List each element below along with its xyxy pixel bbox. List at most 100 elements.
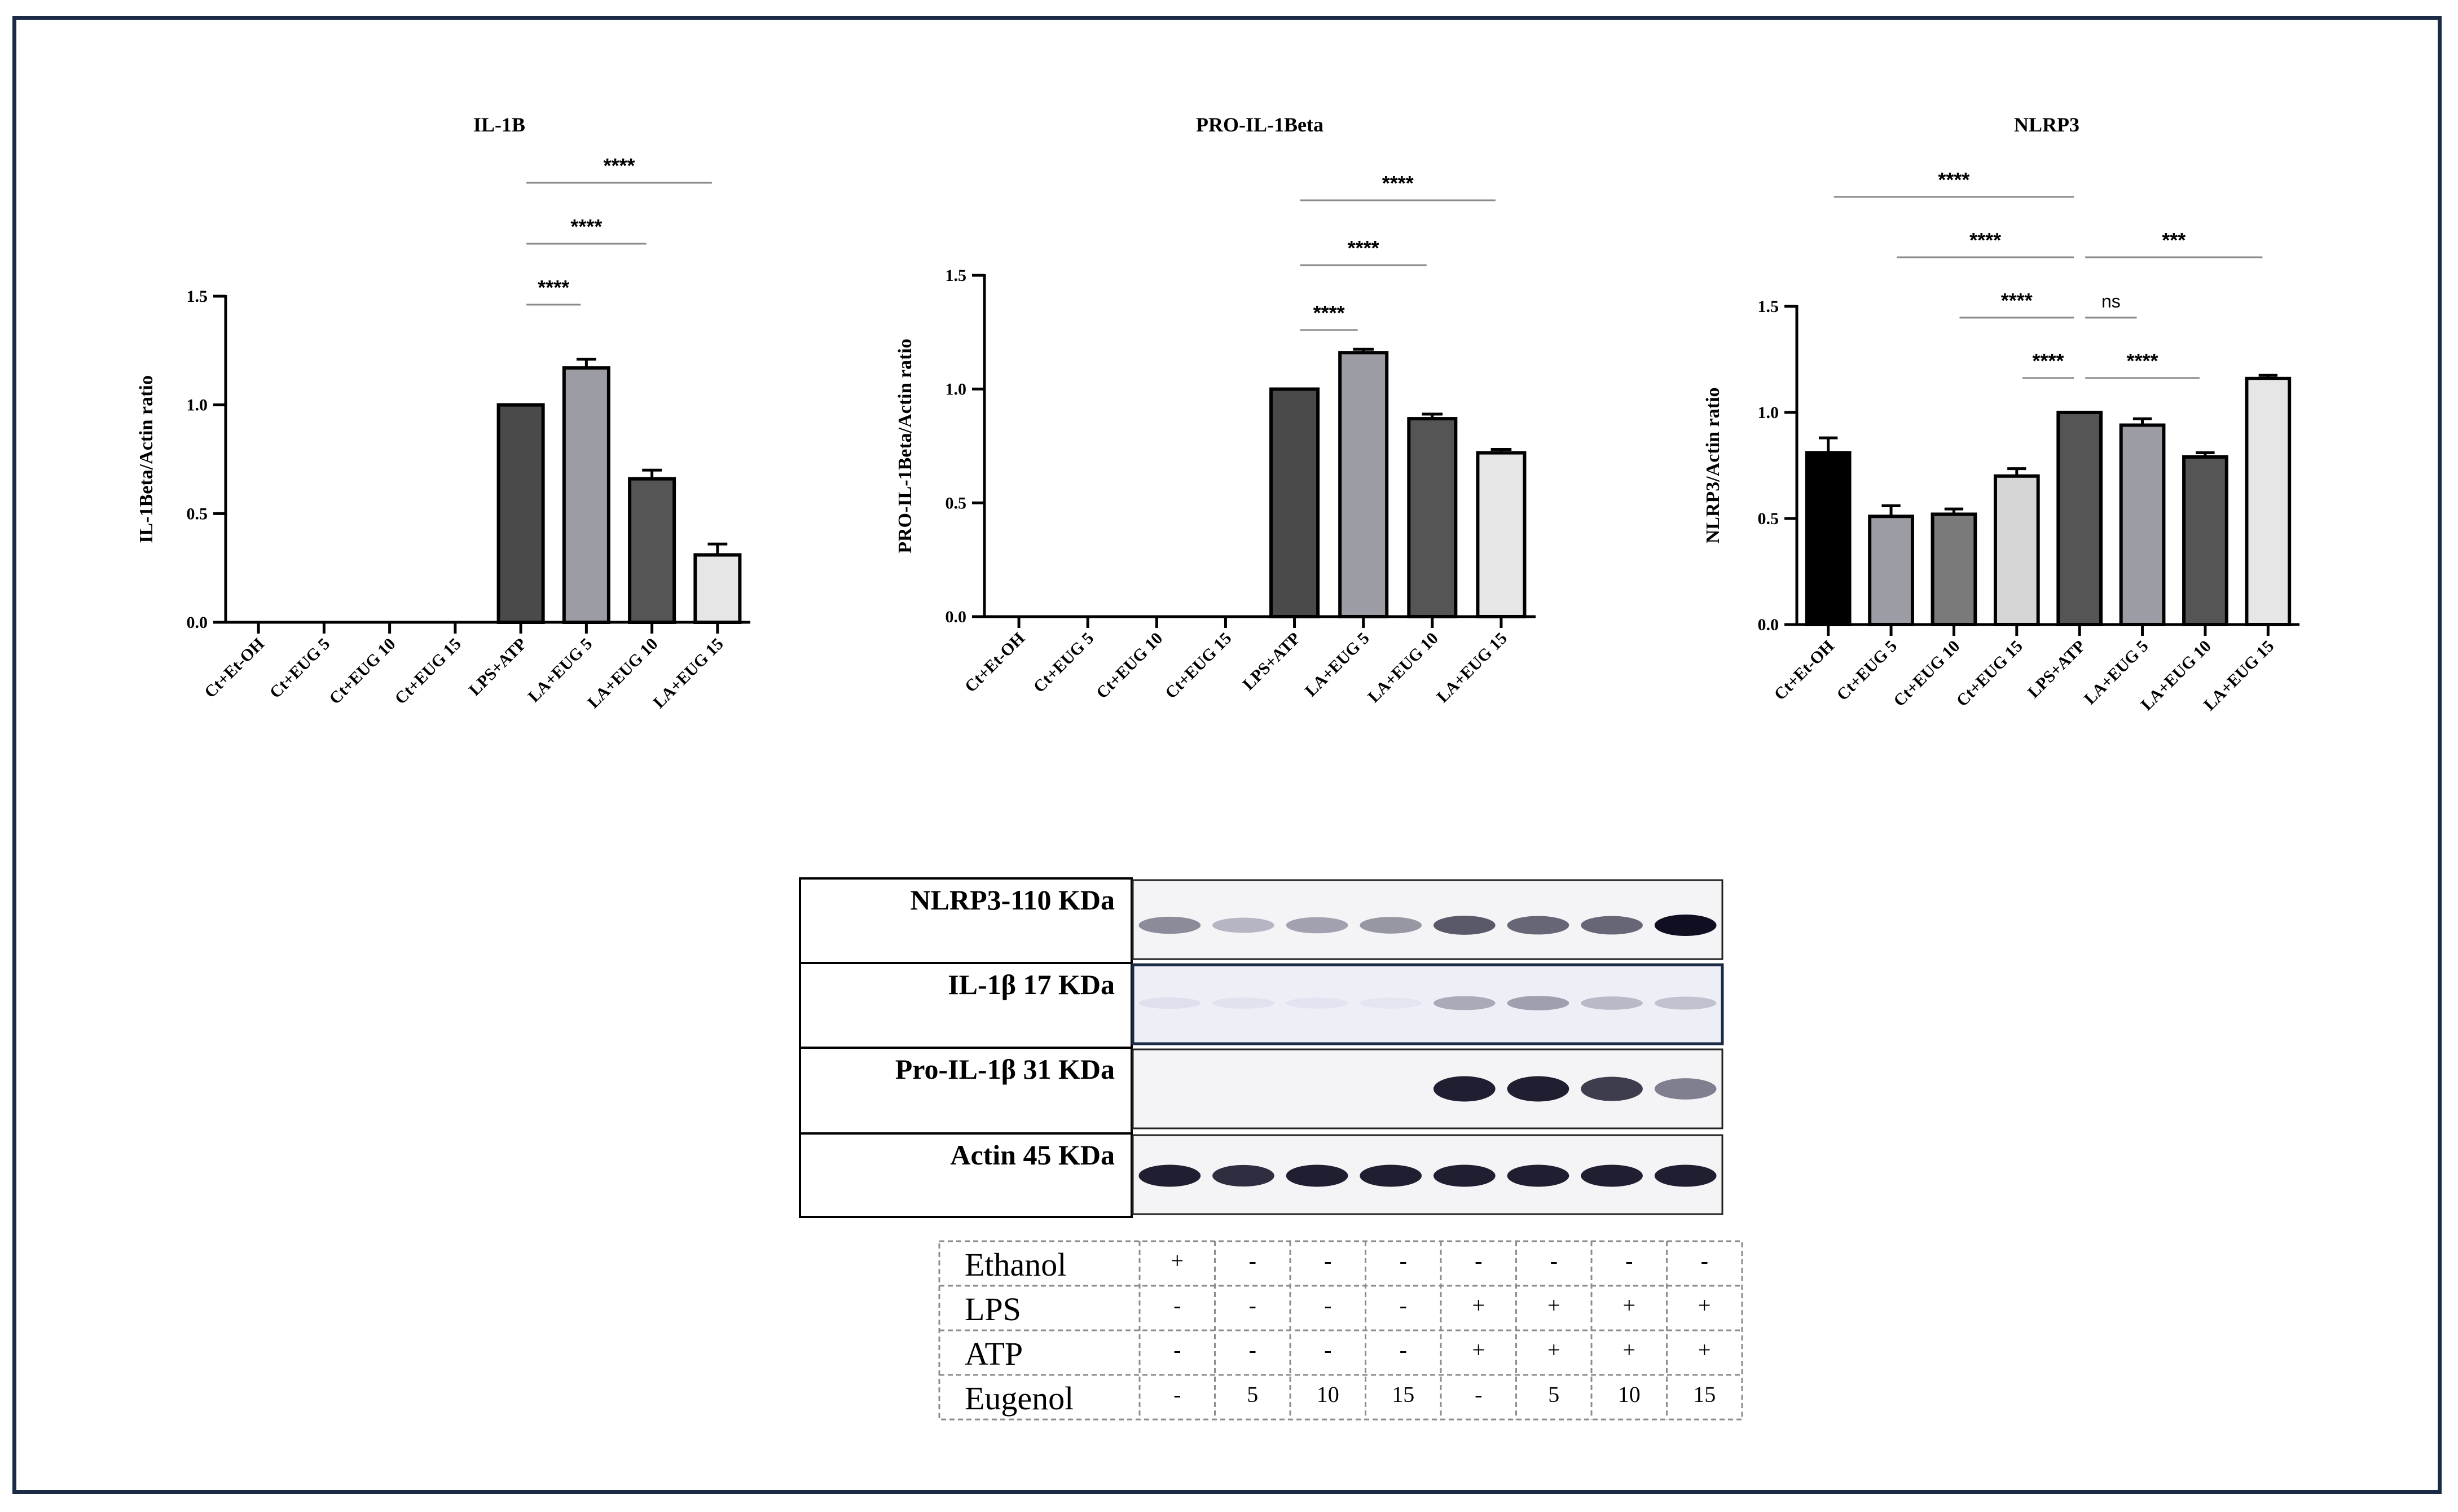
table-cell: 10 — [1618, 1382, 1641, 1407]
blot-band — [1507, 1076, 1569, 1102]
table-cell: - — [1324, 1337, 1331, 1362]
y-tick-label: 0.5 — [946, 494, 967, 512]
table-cell: - — [1701, 1248, 1708, 1273]
x-tick-label: LA+EUG 15 — [649, 635, 727, 712]
y-tick-label: 0.5 — [187, 504, 208, 523]
significance-label: **** — [1348, 236, 1379, 260]
blot-band — [1507, 1164, 1569, 1187]
significance-label: **** — [603, 154, 635, 177]
blot-row-label: Pro-IL-1β 31 KDa — [895, 1053, 1115, 1085]
bar — [496, 403, 545, 625]
table-cell: - — [1400, 1248, 1407, 1273]
table-cell: - — [1625, 1248, 1633, 1273]
blot-band — [1212, 917, 1274, 933]
significance-label: **** — [1382, 172, 1414, 195]
table-row-label: LPS — [965, 1291, 1021, 1328]
blot-band — [1654, 1164, 1717, 1187]
blot-band — [1138, 997, 1201, 1009]
table-cell: - — [1249, 1248, 1256, 1273]
y-tick-label: 1.0 — [1758, 403, 1779, 422]
western-blot: NLRP3-110 KDa IL-1β 17 KDa Pro-IL-1β 31 KD… — [799, 877, 1724, 1218]
bar — [1805, 451, 1852, 626]
chart-title: PRO-IL-1Beta — [1196, 113, 1323, 136]
bar — [628, 477, 676, 624]
table-cell: + — [1547, 1293, 1560, 1318]
bar — [1338, 351, 1389, 619]
table-cell: + — [1698, 1337, 1711, 1362]
bar — [1407, 417, 1458, 618]
table-cell: 15 — [1693, 1382, 1716, 1407]
table-cell: - — [1400, 1337, 1407, 1362]
table-cell: + — [1622, 1337, 1635, 1362]
blot-band — [1433, 996, 1496, 1010]
blot-band — [1433, 1076, 1496, 1102]
x-tick-label: LA+EUG 5 — [525, 635, 596, 706]
table-cell: - — [1324, 1248, 1331, 1273]
significance-label: **** — [570, 215, 602, 238]
table-cell: + — [1698, 1293, 1711, 1318]
blot-row-label: NLRP3-110 KDa — [911, 884, 1115, 916]
blot-band — [1654, 915, 1717, 936]
significance-label: **** — [2001, 289, 2033, 312]
table-cell: - — [1249, 1293, 1256, 1318]
chart-pro-il1beta: PRO-IL-1Beta PRO-IL-1Beta/Actin ratio 0.0 0… — [895, 113, 1536, 706]
y-tick-label: 0.0 — [946, 608, 967, 626]
blot-band — [1433, 1164, 1496, 1187]
blot-band — [1433, 916, 1496, 935]
y-tick-label: 1.5 — [1758, 297, 1779, 316]
y-tick-label: 0.0 — [1758, 616, 1779, 634]
table-cell: - — [1173, 1293, 1181, 1318]
significance-label: *** — [2162, 228, 2186, 252]
chart-title: NLRP3 — [2014, 113, 2079, 136]
blot-band — [1654, 996, 1717, 1010]
bar — [1868, 515, 1914, 626]
treatment-table: Ethanol + - - - - - - - LPS - - - - + + + + ATP - - - - + + + + Eug… — [938, 1240, 1743, 1421]
significance-label: **** — [2127, 349, 2158, 372]
x-tick-label: Ct+EUG 5 — [1833, 637, 1901, 705]
table-cell: 5 — [1247, 1382, 1258, 1407]
bar — [2182, 455, 2228, 627]
y-tick-label: 1.5 — [946, 266, 967, 285]
significance-label: **** — [1938, 168, 1969, 191]
x-tick-label: Ct+Et-OH — [1771, 637, 1838, 704]
y-tick-label: 0.0 — [187, 613, 208, 632]
blot-band — [1654, 1078, 1717, 1100]
y-axis-label: IL-1Beta/Actin ratio — [136, 375, 157, 543]
table-cell: + — [1472, 1337, 1485, 1362]
bar — [1476, 451, 1527, 618]
bar — [1931, 512, 1977, 626]
table-cell: - — [1249, 1337, 1256, 1362]
blot-band — [1360, 917, 1422, 934]
table-cell: 15 — [1392, 1382, 1414, 1407]
blot-band — [1581, 1076, 1643, 1101]
bar — [562, 366, 610, 624]
y-tick-label: 1.5 — [187, 287, 208, 306]
blot-band — [1286, 917, 1348, 934]
blot-band — [1138, 1164, 1201, 1187]
blot-band — [1581, 916, 1643, 935]
blot-band — [1286, 1164, 1348, 1187]
x-tick-label: LA+EUG 10 — [1364, 629, 1441, 706]
blot-band — [1360, 1164, 1422, 1187]
blot-row-label: IL-1β 17 KDa — [948, 969, 1115, 1000]
x-tick-label: Ct+EUG 15 — [1953, 637, 2026, 710]
x-tick-label: LPS+ATP — [1239, 629, 1304, 694]
x-tick-label: Ct+Et-OH — [961, 629, 1028, 696]
table-cell: + — [1547, 1337, 1560, 1362]
bar — [693, 553, 742, 625]
x-tick-label: Ct+EUG 5 — [1030, 629, 1097, 697]
table-cell: - — [1550, 1248, 1558, 1273]
significance-label: **** — [1969, 228, 2001, 252]
x-tick-label: Ct+EUG 5 — [266, 635, 334, 702]
table-cell: - — [1400, 1293, 1407, 1318]
table-row-label: Eugenol — [965, 1380, 1074, 1417]
significance-label: **** — [538, 276, 569, 299]
x-tick-label: LA+EUG 5 — [1301, 629, 1373, 701]
y-tick-label: 1.0 — [946, 380, 967, 399]
table-cell: - — [1324, 1293, 1331, 1318]
table-cell: + — [1472, 1293, 1485, 1318]
y-axis-label: PRO-IL-1Beta/Actin ratio — [895, 339, 916, 553]
significance-label: **** — [1313, 301, 1345, 324]
table-cell: + — [1622, 1293, 1635, 1318]
x-tick-label: Ct+Et-OH — [201, 635, 268, 702]
